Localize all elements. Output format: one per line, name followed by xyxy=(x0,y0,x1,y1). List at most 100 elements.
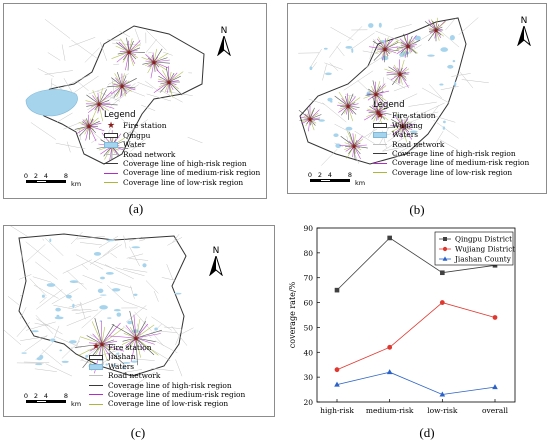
data-point xyxy=(387,344,393,350)
water-body xyxy=(56,314,60,318)
fire-station-star-icon: ★ xyxy=(125,48,132,57)
coverage-rate-chart: 20 30 40 50 60 70 80 90 high-risk medium-risk low-… xyxy=(288,224,516,415)
water-body xyxy=(55,307,61,312)
x-tick-label: high-risk xyxy=(320,406,354,415)
fire-station-coverage: ★ xyxy=(85,88,118,122)
legend-item: Qingpu xyxy=(104,131,260,140)
data-point xyxy=(440,270,445,276)
water-body xyxy=(133,293,138,296)
legend-item: Coverage line of low-risk region xyxy=(89,399,245,408)
water-body xyxy=(443,120,446,124)
caption-c: (c) xyxy=(130,425,146,440)
water-body xyxy=(330,100,333,103)
legend-label: Road network xyxy=(123,149,176,159)
scale-tick-label: 0 xyxy=(23,172,29,180)
y-tick-label: 70 xyxy=(303,274,313,283)
scale-tick-label: 2 xyxy=(33,392,39,400)
fire-station-star-icon: ★ xyxy=(165,78,172,87)
water-body xyxy=(106,239,115,242)
legend-item: Road network xyxy=(89,371,245,380)
legend-item: Road network xyxy=(373,140,529,149)
water-body xyxy=(447,64,454,69)
legend-series-label: Jiashan County xyxy=(454,255,512,264)
fire-station-star-icon: ★ xyxy=(432,26,439,35)
water-body xyxy=(127,320,133,325)
water-body xyxy=(309,66,313,70)
coverage-line-swatch xyxy=(373,153,387,155)
legend-label: Coverage line of medium-risk region xyxy=(123,168,261,178)
water-body xyxy=(173,292,182,295)
legend-label: Water xyxy=(123,140,146,150)
series-line-2 xyxy=(336,371,496,395)
fire-station-star-icon: ★ xyxy=(91,342,101,353)
coverage-line-swatch xyxy=(104,163,118,165)
water-body xyxy=(93,252,102,256)
legend-item: Coverage line of medium-risk region xyxy=(104,168,260,177)
legend-label: Coverage line of high-risk region xyxy=(108,380,232,390)
map-jiashan: ★★ xyxy=(4,226,194,391)
water-body xyxy=(69,340,77,344)
road-swatch xyxy=(373,143,387,145)
fire-station-star-icon: ★ xyxy=(404,42,411,51)
legend-item: Wujiang xyxy=(373,121,529,130)
fire-station-star-icon: ★ xyxy=(95,100,102,109)
fire-station-coverage: ★ xyxy=(339,131,368,161)
legend-label: Waters xyxy=(108,361,135,371)
north-arrow-icon: N xyxy=(214,26,234,59)
coverage-line-swatch xyxy=(373,172,387,174)
road-swatch xyxy=(89,375,103,377)
water-body xyxy=(113,309,121,312)
legend-item: ★ Fire station xyxy=(104,121,260,130)
y-tick-label: 20 xyxy=(303,398,313,407)
water-body xyxy=(401,51,410,55)
fire-station-star-icon: ★ xyxy=(374,108,381,117)
legend-item: ★ Fire station xyxy=(373,111,529,120)
water-body xyxy=(439,83,444,86)
north-arrow-icon: N xyxy=(206,246,226,279)
water-body xyxy=(105,272,114,275)
data-point xyxy=(492,315,498,320)
legend-item: Coverage line of high-risk region xyxy=(89,381,245,390)
scale-tick-label: 0 xyxy=(23,392,29,400)
coverage-line-swatch xyxy=(89,384,103,386)
water-body xyxy=(72,303,75,308)
scale-tick-label: 2 xyxy=(317,171,323,179)
fire-station-star-icon: ★ xyxy=(350,142,357,151)
scale-unit: km xyxy=(70,400,82,408)
road-network xyxy=(4,226,194,391)
legend-item: Coverage line of high-risk region xyxy=(373,149,529,158)
water-body xyxy=(111,288,121,292)
map-panel-wujiang: ★ ★ ★ ★ ★ ★ ★ ★ ★ ★ N Legend ★ Fire station Wujiang W… xyxy=(287,3,547,194)
road-network xyxy=(298,17,489,166)
water-body xyxy=(69,280,79,283)
water-body xyxy=(414,35,421,41)
legend-item: ★ Fire station xyxy=(89,343,245,352)
y-tick-label: 80 xyxy=(303,249,313,258)
water-body xyxy=(85,354,89,358)
legend-title: Legend xyxy=(104,110,136,120)
fire-station-coverage: ★ xyxy=(153,65,184,98)
legend-item: Coverage line of medium-risk region xyxy=(89,390,245,399)
y-tick-label: 60 xyxy=(303,299,313,308)
water-body xyxy=(46,283,56,287)
water-body xyxy=(49,338,56,342)
water-body xyxy=(323,47,328,50)
legend-series-label: Wujiang District xyxy=(455,245,515,254)
scale-unit: km xyxy=(70,180,82,188)
fire-station-coverage: ★ xyxy=(369,36,400,63)
y-tick-label: 50 xyxy=(303,323,313,332)
fire-station-coverage: ★ xyxy=(363,97,392,124)
water-body xyxy=(59,349,62,352)
water-body xyxy=(335,143,341,149)
water-body xyxy=(325,72,332,76)
legend-item: Coverage line of low-risk region xyxy=(373,168,529,177)
water-body xyxy=(378,22,382,28)
water-body xyxy=(66,294,72,299)
y-tick-label: 40 xyxy=(303,348,313,357)
fire-station-star-icon: ★ xyxy=(132,334,139,343)
fire-station-coverage: ★ xyxy=(394,33,421,58)
data-point xyxy=(334,287,340,293)
fire-station-star-icon: ★ xyxy=(396,70,403,79)
fire-station-star-icon: ★ xyxy=(150,58,157,67)
